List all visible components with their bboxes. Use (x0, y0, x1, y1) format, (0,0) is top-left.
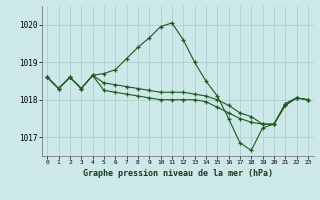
X-axis label: Graphe pression niveau de la mer (hPa): Graphe pression niveau de la mer (hPa) (83, 169, 273, 178)
